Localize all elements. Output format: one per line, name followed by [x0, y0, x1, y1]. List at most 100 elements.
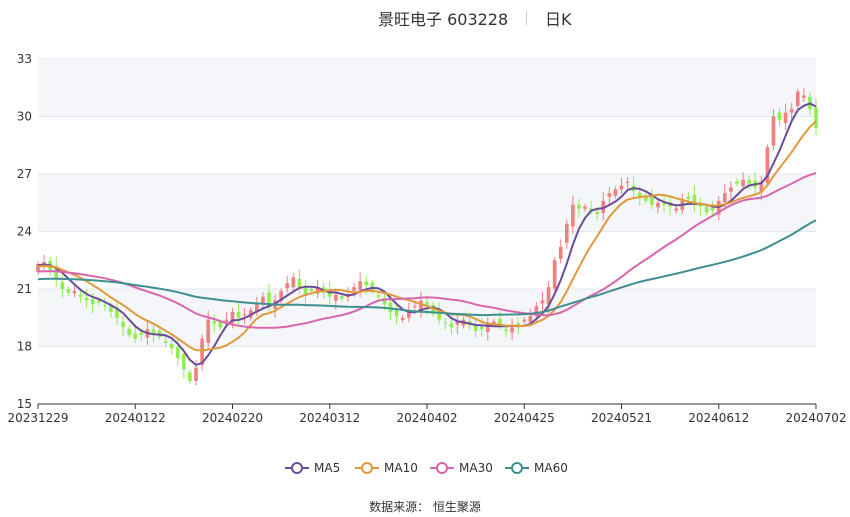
candle	[613, 186, 618, 199]
candle	[200, 334, 204, 371]
candle-body	[492, 321, 496, 324]
legend-item-ma10[interactable]: MA10	[355, 458, 418, 478]
candle	[400, 314, 405, 323]
candle	[741, 172, 745, 191]
chart-legend: MA5 MA10 MA30 MA60	[0, 458, 850, 478]
candle-body	[206, 319, 211, 343]
chart-title-period: 日K	[545, 10, 572, 29]
candle	[485, 317, 490, 341]
candle	[72, 283, 77, 298]
y-tick-label: 21	[17, 282, 32, 296]
candle	[261, 292, 265, 309]
candle-body	[352, 287, 356, 291]
candle	[625, 177, 630, 189]
candle-body	[686, 196, 691, 199]
candle-body	[516, 323, 520, 326]
ma-line-ma30	[37, 171, 817, 329]
x-tick-label: 20240702	[785, 411, 846, 425]
legend-ma10-icon	[355, 462, 379, 474]
candle	[443, 317, 448, 330]
legend-item-ma5[interactable]: MA5	[285, 458, 340, 478]
candle	[267, 283, 271, 314]
candle-body	[279, 290, 283, 301]
candle-body	[577, 204, 581, 209]
candle	[789, 102, 794, 122]
candle-body	[315, 287, 320, 294]
candle-body	[78, 294, 83, 297]
candle-body	[771, 116, 776, 146]
candle	[540, 291, 545, 312]
legend-ma5-icon	[285, 462, 309, 474]
candle	[564, 219, 569, 249]
candle-body	[802, 95, 806, 98]
candle	[546, 281, 551, 314]
candle	[656, 198, 660, 214]
candle	[643, 192, 648, 204]
candle-body	[650, 196, 654, 205]
candle	[601, 191, 606, 221]
candle-body	[96, 300, 101, 303]
legend-label-ma10: MA10	[384, 461, 418, 475]
candle	[814, 98, 818, 136]
x-tick-label: 20240425	[494, 411, 555, 425]
candle-body	[698, 204, 703, 207]
candle-body	[735, 181, 739, 184]
candle-body	[789, 108, 794, 113]
candle-body	[546, 287, 551, 305]
candle	[36, 261, 40, 275]
candle	[394, 302, 399, 325]
candle	[735, 178, 739, 187]
candle	[151, 323, 156, 343]
candle	[650, 189, 654, 210]
candle	[607, 187, 612, 206]
candle-body	[589, 208, 593, 211]
candle-body	[194, 367, 198, 381]
y-tick-label: 30	[17, 110, 32, 124]
candle	[42, 254, 46, 270]
candle-body	[564, 223, 569, 243]
candle-body	[613, 189, 618, 196]
x-tick-label: 20231229	[7, 411, 68, 425]
candle-body	[419, 300, 423, 311]
candle	[692, 185, 697, 213]
candle-body	[115, 309, 119, 318]
candle-body	[759, 181, 764, 192]
candle-body	[103, 305, 107, 307]
candle	[78, 290, 83, 303]
candle	[182, 348, 186, 379]
candle-body	[607, 193, 612, 197]
legend-item-ma30[interactable]: MA30	[430, 458, 493, 478]
candle-body	[783, 112, 788, 124]
legend-ma60-icon	[505, 462, 529, 474]
candle-body	[425, 301, 429, 307]
candle	[285, 275, 290, 293]
candle-body	[376, 294, 381, 297]
candle-body	[109, 306, 113, 312]
candle-body	[254, 304, 259, 312]
candle-body	[643, 195, 648, 201]
candle	[589, 200, 593, 215]
candle-body	[814, 107, 818, 128]
candle-body	[90, 299, 95, 305]
candle-body	[163, 340, 168, 343]
candle-body	[625, 181, 630, 183]
legend-label-ma60: MA60	[534, 461, 568, 475]
candle-body	[382, 298, 387, 305]
candle-body	[151, 329, 156, 334]
candle-body	[479, 327, 484, 330]
candle-body	[242, 313, 247, 316]
grid-band	[38, 174, 816, 232]
candle	[765, 144, 770, 186]
candle-body	[522, 319, 527, 322]
candle-body	[334, 294, 338, 301]
x-tick-label: 20240521	[591, 411, 652, 425]
candle	[802, 87, 806, 103]
legend-item-ma60[interactable]: MA60	[505, 458, 568, 478]
candle	[686, 192, 691, 205]
x-tick-label: 20240402	[396, 411, 457, 425]
candle-body	[36, 264, 40, 272]
candle-body	[473, 324, 478, 332]
candle	[291, 273, 296, 294]
candle	[121, 315, 125, 337]
